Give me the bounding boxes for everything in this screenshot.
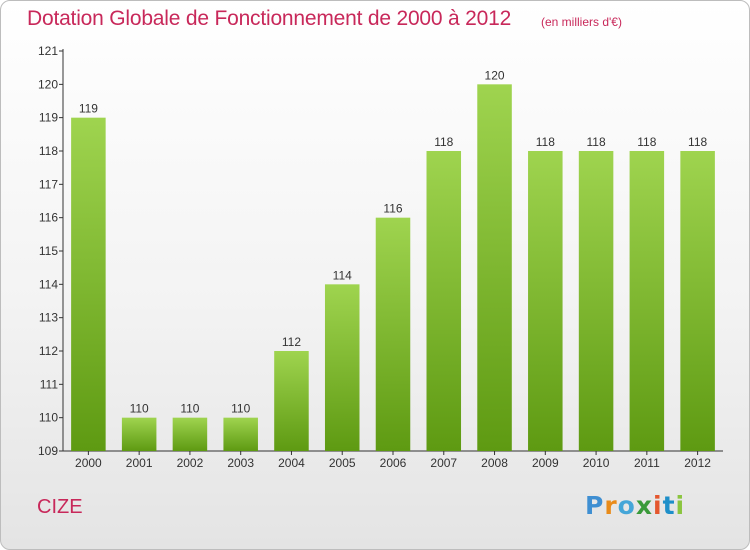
bar-value-label: 110 — [180, 402, 199, 416]
x-tick-label: 2002 — [177, 456, 204, 470]
logo-letter: o — [617, 491, 636, 520]
bar-value-label: 116 — [383, 202, 402, 216]
x-tick-label: 2012 — [684, 456, 711, 470]
bar-value-label: 114 — [333, 268, 352, 282]
y-tick-label: 116 — [39, 211, 58, 225]
bar-value-label: 118 — [587, 135, 606, 149]
bar-value-label: 118 — [434, 135, 453, 149]
x-tick-label: 2003 — [227, 456, 254, 470]
bar — [274, 351, 309, 451]
y-tick-label: 115 — [39, 244, 58, 258]
bar-value-label: 118 — [688, 135, 707, 149]
logo-letter: r — [604, 491, 618, 520]
bar — [629, 151, 665, 451]
bar-value-label: 120 — [485, 68, 505, 82]
y-tick-label: 112 — [39, 344, 58, 358]
y-tick-label: 109 — [38, 444, 58, 458]
y-tick-label: 119 — [39, 111, 58, 125]
y-tick-label: 110 — [39, 411, 58, 425]
logo-letter: t — [662, 491, 676, 520]
bar — [324, 284, 360, 451]
proxiti-logo[interactable]: Proxiti — [585, 491, 685, 520]
x-tick-label: 2006 — [380, 456, 407, 470]
chart-bars — [71, 84, 715, 452]
logo-letter: P — [585, 491, 605, 520]
bar — [71, 117, 106, 452]
chart-title: Dotation Globale de Fonctionnement de 20… — [27, 7, 512, 30]
chart-labels: 119 2000 110 2001 110 2002 110 2003 112 2004 114 20… — [75, 68, 711, 470]
bar-value-label: 119 — [79, 102, 98, 116]
bar — [426, 151, 462, 451]
x-tick-label: 2010 — [583, 456, 610, 470]
bar — [578, 151, 614, 451]
y-tick-label: 118 — [39, 144, 58, 158]
y-tick-label: 117 — [39, 177, 58, 191]
bar-value-label: 110 — [130, 402, 149, 416]
bar-value-label: 110 — [231, 402, 250, 416]
x-tick-label: 2004 — [278, 456, 305, 470]
x-tick-label: 2009 — [532, 456, 559, 470]
x-tick-label: 2001 — [126, 456, 153, 470]
bar-value-label: 118 — [536, 135, 555, 149]
x-tick-label: 2005 — [329, 456, 356, 470]
logo-letter: x — [635, 491, 653, 520]
bar-value-label: 112 — [282, 335, 301, 349]
bar — [121, 417, 157, 451]
logo-letter: i — [675, 491, 686, 520]
logo-letter: i — [653, 491, 663, 520]
bar — [528, 151, 563, 451]
commune-name: CIZE — [37, 496, 83, 518]
y-tick-label: 111 — [40, 377, 59, 391]
y-tick-label: 120 — [38, 77, 58, 91]
bar-value-label: 118 — [637, 135, 656, 149]
bar — [223, 417, 258, 451]
x-tick-label: 2000 — [75, 456, 102, 470]
chart-unit-note: (en milliers d'€) — [541, 15, 622, 29]
x-tick-label: 2007 — [430, 456, 457, 470]
y-tick-label: 114 — [39, 277, 58, 291]
x-tick-label: 2011 — [634, 456, 660, 470]
bar — [375, 217, 411, 451]
bar — [680, 151, 715, 451]
x-tick-label: 2008 — [481, 456, 508, 470]
y-tick-label: 113 — [39, 311, 58, 325]
y-tick-label: 121 — [38, 44, 58, 58]
bar — [477, 84, 512, 451]
bar — [172, 417, 208, 451]
